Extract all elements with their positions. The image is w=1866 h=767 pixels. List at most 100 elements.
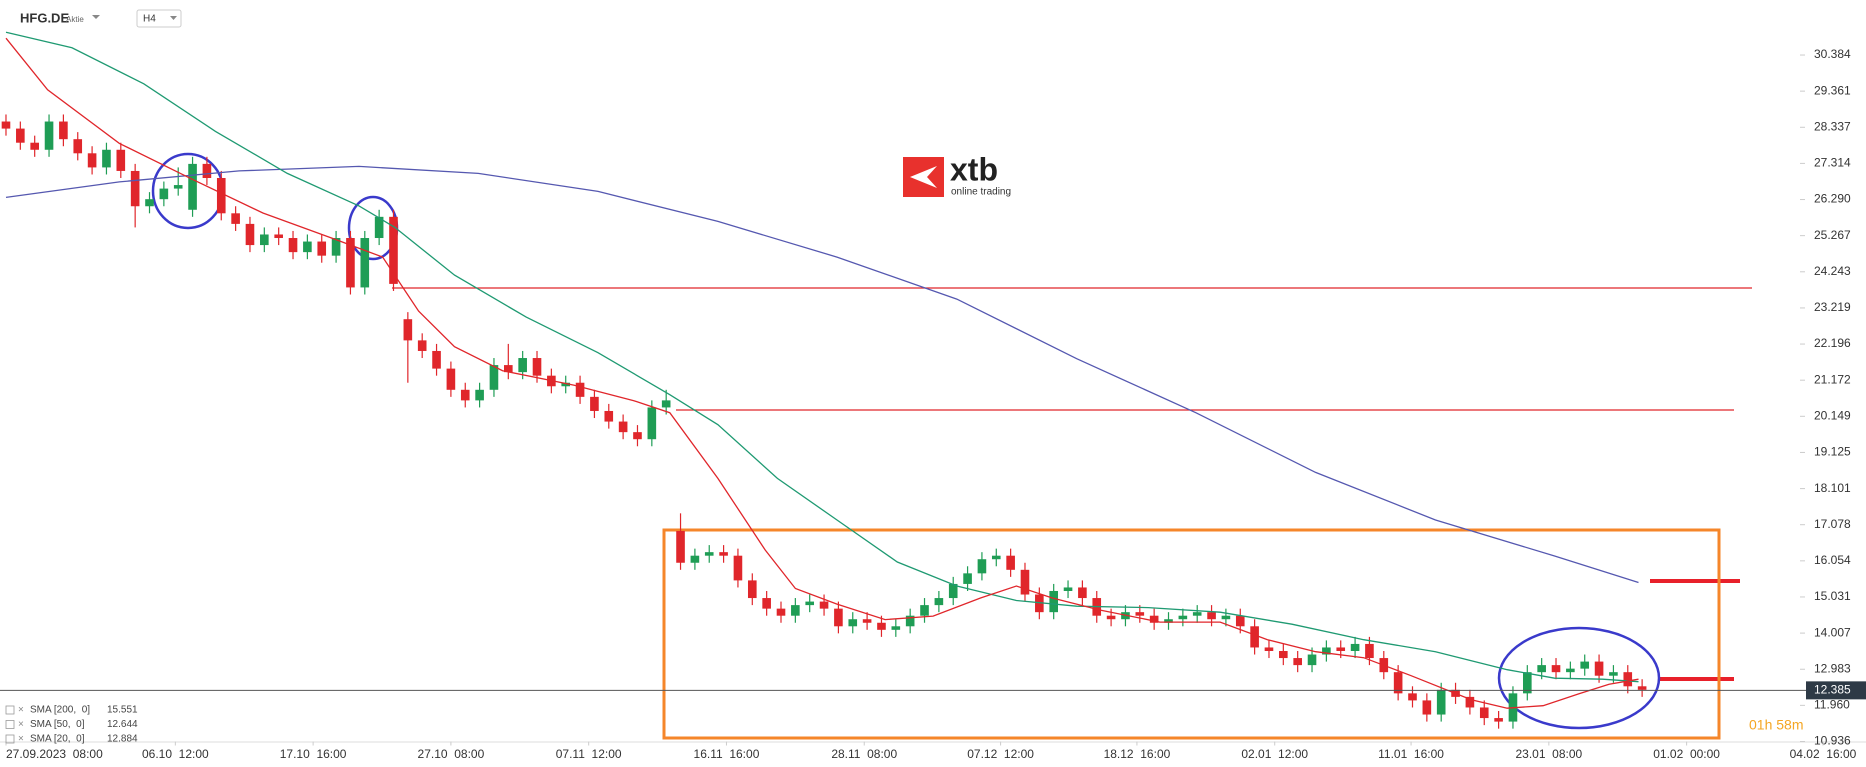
candle-body <box>776 608 786 616</box>
candle-body <box>647 407 657 440</box>
candle-body <box>202 163 212 179</box>
candle-body <box>489 365 499 390</box>
candle-body <box>446 368 456 390</box>
y-tick-label: 12.983 <box>1814 661 1851 675</box>
candle-body <box>331 238 341 256</box>
x-tick-label: 27.10 08:00 <box>418 747 485 761</box>
y-tick-label: 25.267 <box>1814 228 1851 242</box>
y-tick-label: 17.078 <box>1814 517 1851 531</box>
x-tick-label: 23.01 08:00 <box>1515 747 1582 761</box>
candle-body <box>1393 672 1403 694</box>
candle-body <box>1436 689 1446 715</box>
candle-body <box>1336 647 1346 651</box>
candle-body <box>1063 587 1073 591</box>
candle-body <box>1494 718 1503 722</box>
y-tick-label: 14.007 <box>1814 625 1851 639</box>
legend-value: 15.551 <box>107 705 138 716</box>
candle-body <box>518 358 527 373</box>
candle-body <box>661 400 671 408</box>
candle-body <box>87 153 97 168</box>
candle-body <box>1623 672 1633 687</box>
last-price-box <box>1806 681 1866 700</box>
candle-body <box>1006 555 1015 570</box>
candle-body <box>604 410 614 422</box>
candle-body <box>1479 707 1489 719</box>
candle-body <box>30 142 39 150</box>
candle-body <box>791 605 800 616</box>
dropdown-arrow[interactable] <box>92 15 100 19</box>
y-tick-label: 11.960 <box>1814 698 1850 712</box>
candle-body <box>44 121 54 150</box>
candle-body <box>73 139 83 154</box>
candle-body <box>432 350 441 369</box>
candle-body <box>1020 569 1030 595</box>
candle-body <box>1149 615 1159 623</box>
candle-body <box>1078 587 1087 599</box>
candle-body <box>504 365 513 373</box>
legend-value: 12.884 <box>107 734 138 745</box>
candle-body <box>389 216 398 284</box>
candle-body <box>346 238 355 288</box>
sma-line <box>5 165 1639 584</box>
y-tick-label: 18.101 <box>1814 481 1851 495</box>
sma-line <box>5 37 1639 709</box>
last-price-label: 12.385 <box>1814 683 1851 697</box>
candle-body <box>360 238 370 288</box>
candle-body <box>704 552 714 556</box>
interval-arrow <box>170 16 177 20</box>
y-tick-label: 24.243 <box>1814 264 1851 278</box>
candle-body <box>159 188 169 200</box>
candle-body <box>1465 696 1475 708</box>
y-tick-label: 27.314 <box>1814 156 1851 170</box>
y-tick-label: 29.361 <box>1814 83 1851 97</box>
interval[interactable]: H4 <box>143 14 156 25</box>
candle-body <box>618 421 628 433</box>
candle-body <box>245 223 255 246</box>
candle-body <box>948 583 958 599</box>
candle-body <box>403 319 413 341</box>
candle-body <box>1192 612 1202 616</box>
interval-box[interactable] <box>136 9 182 28</box>
candle-body <box>188 163 197 210</box>
y-tick-label: 23.219 <box>1814 300 1851 314</box>
instrument-type: Aktie <box>66 15 84 24</box>
candle-body <box>1350 643 1360 651</box>
candle-body <box>1221 615 1231 620</box>
y-tick-label: 20.149 <box>1814 408 1851 422</box>
candle-body <box>1523 672 1532 694</box>
candle-body <box>374 216 384 239</box>
candle-body <box>805 601 815 606</box>
candle-body <box>303 241 312 253</box>
logo-icon <box>910 166 937 188</box>
candle-body <box>1250 626 1259 648</box>
logo-tagline: online trading <box>951 187 1011 198</box>
legend-name: SMA [200, 0] <box>30 705 90 716</box>
candle-body <box>862 619 872 623</box>
y-tick-label: 28.337 <box>1814 119 1851 133</box>
candle-body <box>1178 615 1188 620</box>
candle-body <box>460 389 470 401</box>
symbol[interactable]: HFG.DE <box>20 10 69 25</box>
candle-body <box>747 580 757 599</box>
candle-body <box>532 358 542 376</box>
x-tick-label: 17.10 16:00 <box>280 747 347 761</box>
candle-body <box>690 555 700 563</box>
countdown: 01h 58m <box>1749 717 1803 733</box>
candle-body <box>1322 647 1331 655</box>
candle-body <box>1566 668 1575 673</box>
candle-body <box>733 555 743 581</box>
y-tick-label: 10.936 <box>1814 734 1851 748</box>
candle-body <box>991 555 1001 560</box>
candle-body <box>575 382 585 397</box>
candle-body <box>819 601 829 609</box>
legend-icon <box>5 734 15 744</box>
candle-body <box>1279 650 1288 659</box>
x-tick-label: 04.02 16:00 <box>1790 747 1857 761</box>
candle-body <box>762 598 771 609</box>
candle-body <box>977 559 987 574</box>
x-tick-label: 27.09.2023 08:00 <box>6 747 103 761</box>
candle-body <box>1537 665 1546 673</box>
candle-body <box>905 615 915 627</box>
candle-body <box>216 178 226 214</box>
